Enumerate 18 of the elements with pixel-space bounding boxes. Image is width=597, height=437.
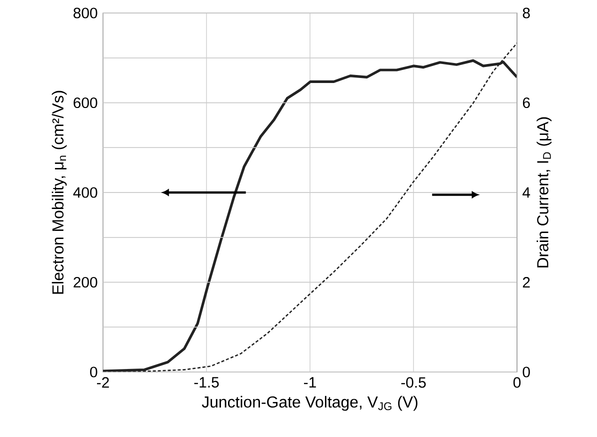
x-axis-title: Junction-Gate Voltage, V$_{JG}$ (V) [202,396,418,411]
y-tick-label: 200 [74,276,98,288]
x-tick-label: -1 [304,377,316,388]
y-tick-label: 0 [90,366,98,378]
y2-tick-label: 2 [522,277,530,288]
y-tick-label: 400 [73,187,98,198]
x-tick-label: -0.5 [401,377,426,388]
y2-tick-label: 4 [522,187,530,198]
y-tick-label: 600 [74,97,98,108]
x-tick-label: 0 [513,377,521,388]
y-tick-label: 800 [74,8,98,18]
y2-tick-label: 8 [522,8,530,18]
y-axis-title: Electron Mobility, μ$_{n}$ (cm²/Vs) [52,90,67,294]
y2-tick-label: 6 [522,97,530,108]
x-tick-label: -2 [97,377,109,388]
x-tick-label: -1.5 [194,377,219,388]
y2-axis-title: Drain Current, I$_{D}$ (μA) [536,117,552,268]
y2-tick-label: 0 [522,366,530,378]
